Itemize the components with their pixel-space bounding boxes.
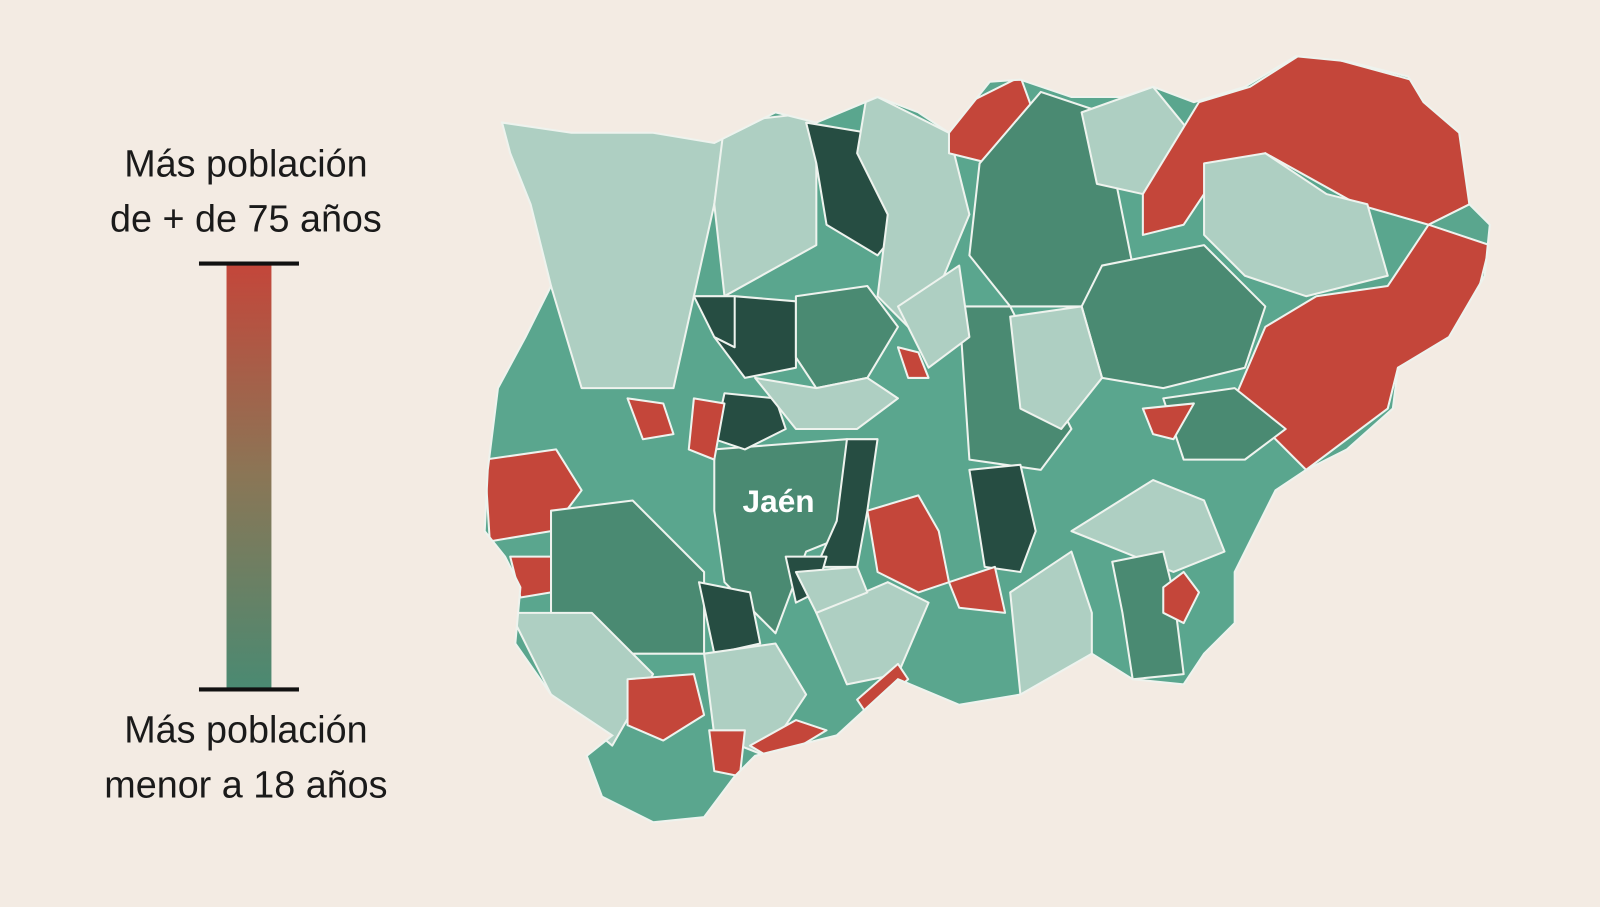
municipality <box>1141 402 1195 441</box>
municipality <box>896 346 930 379</box>
municipality <box>1141 56 1471 236</box>
municipality <box>958 305 1073 471</box>
legend-gradient <box>226 263 272 690</box>
municipality <box>626 397 675 441</box>
province-outline <box>483 55 1491 824</box>
municipality <box>687 397 726 461</box>
legend-bottom-label: menor a 18 años <box>104 764 387 806</box>
municipality <box>968 463 1037 574</box>
municipality <box>1111 550 1185 681</box>
municipality <box>1009 550 1093 696</box>
municipality <box>1070 479 1226 574</box>
municipality <box>794 565 869 614</box>
legend-top-label: Más población <box>124 143 367 185</box>
municipality <box>1203 152 1389 298</box>
municipality <box>1162 570 1200 625</box>
municipality <box>866 494 950 594</box>
municipality <box>626 673 706 742</box>
legend-top-label: de + de 75 años <box>110 199 382 241</box>
municipality <box>947 565 1007 614</box>
legend-bottom-label: Más población <box>124 709 367 751</box>
municipality <box>896 264 971 369</box>
municipality <box>815 581 930 686</box>
city-label: Jaén <box>743 483 815 519</box>
municipality <box>509 555 558 599</box>
municipality <box>1009 305 1104 431</box>
province-map <box>484 56 1490 823</box>
municipality <box>692 295 736 349</box>
legend: Más población de + de 75 años Más poblac… <box>104 143 387 806</box>
municipality <box>697 581 762 655</box>
municipality <box>708 729 746 778</box>
municipality <box>754 376 899 431</box>
municipality <box>1162 387 1287 461</box>
